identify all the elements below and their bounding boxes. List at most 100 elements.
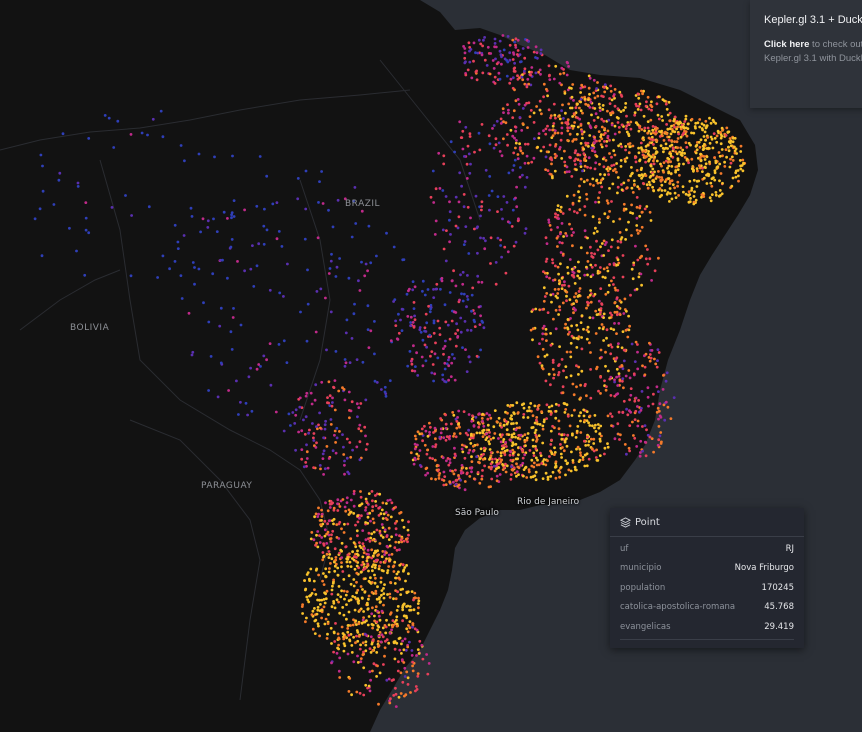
data-point[interactable]	[430, 477, 433, 481]
data-point[interactable]	[329, 259, 333, 263]
data-point[interactable]	[345, 501, 349, 504]
data-point[interactable]	[481, 458, 485, 461]
data-point[interactable]	[409, 324, 412, 328]
data-point[interactable]	[538, 342, 541, 345]
data-point[interactable]	[493, 45, 496, 49]
data-point[interactable]	[402, 539, 406, 543]
data-point[interactable]	[709, 121, 713, 125]
data-point[interactable]	[514, 240, 518, 244]
data-point[interactable]	[679, 135, 683, 139]
data-point[interactable]	[366, 603, 369, 607]
data-point[interactable]	[640, 173, 644, 177]
data-point[interactable]	[598, 191, 601, 194]
data-point[interactable]	[326, 396, 329, 399]
data-point[interactable]	[606, 109, 609, 113]
data-point[interactable]	[305, 616, 308, 620]
data-point[interactable]	[389, 339, 393, 342]
data-point[interactable]	[673, 125, 676, 129]
data-point[interactable]	[434, 477, 437, 481]
data-point[interactable]	[307, 431, 310, 435]
data-point[interactable]	[677, 132, 680, 136]
data-point[interactable]	[488, 413, 491, 417]
data-point[interactable]	[352, 584, 356, 588]
data-point[interactable]	[515, 205, 519, 209]
data-point[interactable]	[595, 139, 598, 143]
data-point[interactable]	[471, 414, 474, 418]
data-point[interactable]	[609, 343, 613, 347]
data-point[interactable]	[557, 371, 561, 374]
data-point[interactable]	[586, 236, 589, 240]
data-point[interactable]	[355, 552, 359, 556]
data-point[interactable]	[601, 104, 605, 107]
data-point[interactable]	[739, 167, 743, 171]
data-point[interactable]	[617, 372, 621, 376]
data-point[interactable]	[532, 461, 536, 465]
data-point[interactable]	[368, 581, 372, 584]
data-point[interactable]	[344, 545, 348, 549]
data-point[interactable]	[439, 431, 443, 435]
data-point[interactable]	[558, 241, 562, 244]
data-point[interactable]	[358, 458, 362, 462]
data-point[interactable]	[521, 122, 525, 125]
data-point[interactable]	[377, 614, 381, 618]
data-point[interactable]	[543, 295, 547, 298]
data-point[interactable]	[249, 366, 253, 370]
data-point[interactable]	[346, 630, 350, 634]
data-point[interactable]	[724, 148, 728, 152]
data-point[interactable]	[539, 451, 542, 455]
data-point[interactable]	[472, 477, 476, 481]
data-point[interactable]	[657, 117, 661, 121]
data-point[interactable]	[490, 477, 494, 481]
data-point[interactable]	[362, 610, 365, 613]
data-point[interactable]	[343, 472, 346, 476]
data-point[interactable]	[257, 242, 261, 246]
data-point[interactable]	[629, 174, 632, 178]
data-point[interactable]	[662, 374, 665, 377]
data-point[interactable]	[346, 652, 350, 656]
data-point[interactable]	[382, 592, 386, 596]
data-point[interactable]	[395, 519, 399, 523]
data-point[interactable]	[710, 193, 714, 197]
data-point[interactable]	[454, 332, 457, 335]
data-point[interactable]	[304, 620, 307, 624]
data-point[interactable]	[601, 327, 605, 331]
data-point[interactable]	[527, 101, 531, 105]
data-point[interactable]	[527, 468, 531, 472]
data-point[interactable]	[613, 88, 617, 91]
data-point[interactable]	[606, 290, 610, 294]
data-point[interactable]	[396, 605, 400, 608]
data-point[interactable]	[420, 355, 424, 359]
data-point[interactable]	[627, 122, 630, 126]
data-point[interactable]	[576, 328, 580, 332]
data-point[interactable]	[714, 122, 718, 125]
data-point[interactable]	[371, 538, 375, 542]
data-point[interactable]	[453, 432, 456, 436]
data-point[interactable]	[328, 404, 332, 407]
data-point[interactable]	[277, 230, 281, 233]
data-point[interactable]	[610, 424, 613, 427]
data-point[interactable]	[638, 206, 642, 210]
data-point[interactable]	[444, 438, 448, 442]
data-point[interactable]	[558, 475, 561, 479]
data-point[interactable]	[591, 215, 595, 219]
data-point[interactable]	[526, 409, 529, 413]
data-point[interactable]	[610, 345, 614, 349]
data-point[interactable]	[355, 564, 359, 568]
data-point[interactable]	[432, 201, 436, 204]
data-point[interactable]	[603, 83, 607, 86]
data-point[interactable]	[375, 381, 379, 384]
data-point[interactable]	[657, 409, 661, 413]
data-point[interactable]	[519, 433, 523, 437]
data-point[interactable]	[630, 186, 634, 190]
data-point[interactable]	[618, 217, 622, 221]
data-point[interactable]	[715, 166, 719, 169]
data-point[interactable]	[700, 122, 704, 126]
data-point[interactable]	[351, 550, 354, 554]
data-point[interactable]	[660, 115, 664, 118]
data-point[interactable]	[322, 473, 325, 476]
data-point[interactable]	[651, 125, 655, 128]
data-point[interactable]	[715, 140, 719, 144]
data-point[interactable]	[349, 537, 353, 541]
data-point[interactable]	[467, 413, 471, 416]
data-point[interactable]	[463, 456, 467, 460]
